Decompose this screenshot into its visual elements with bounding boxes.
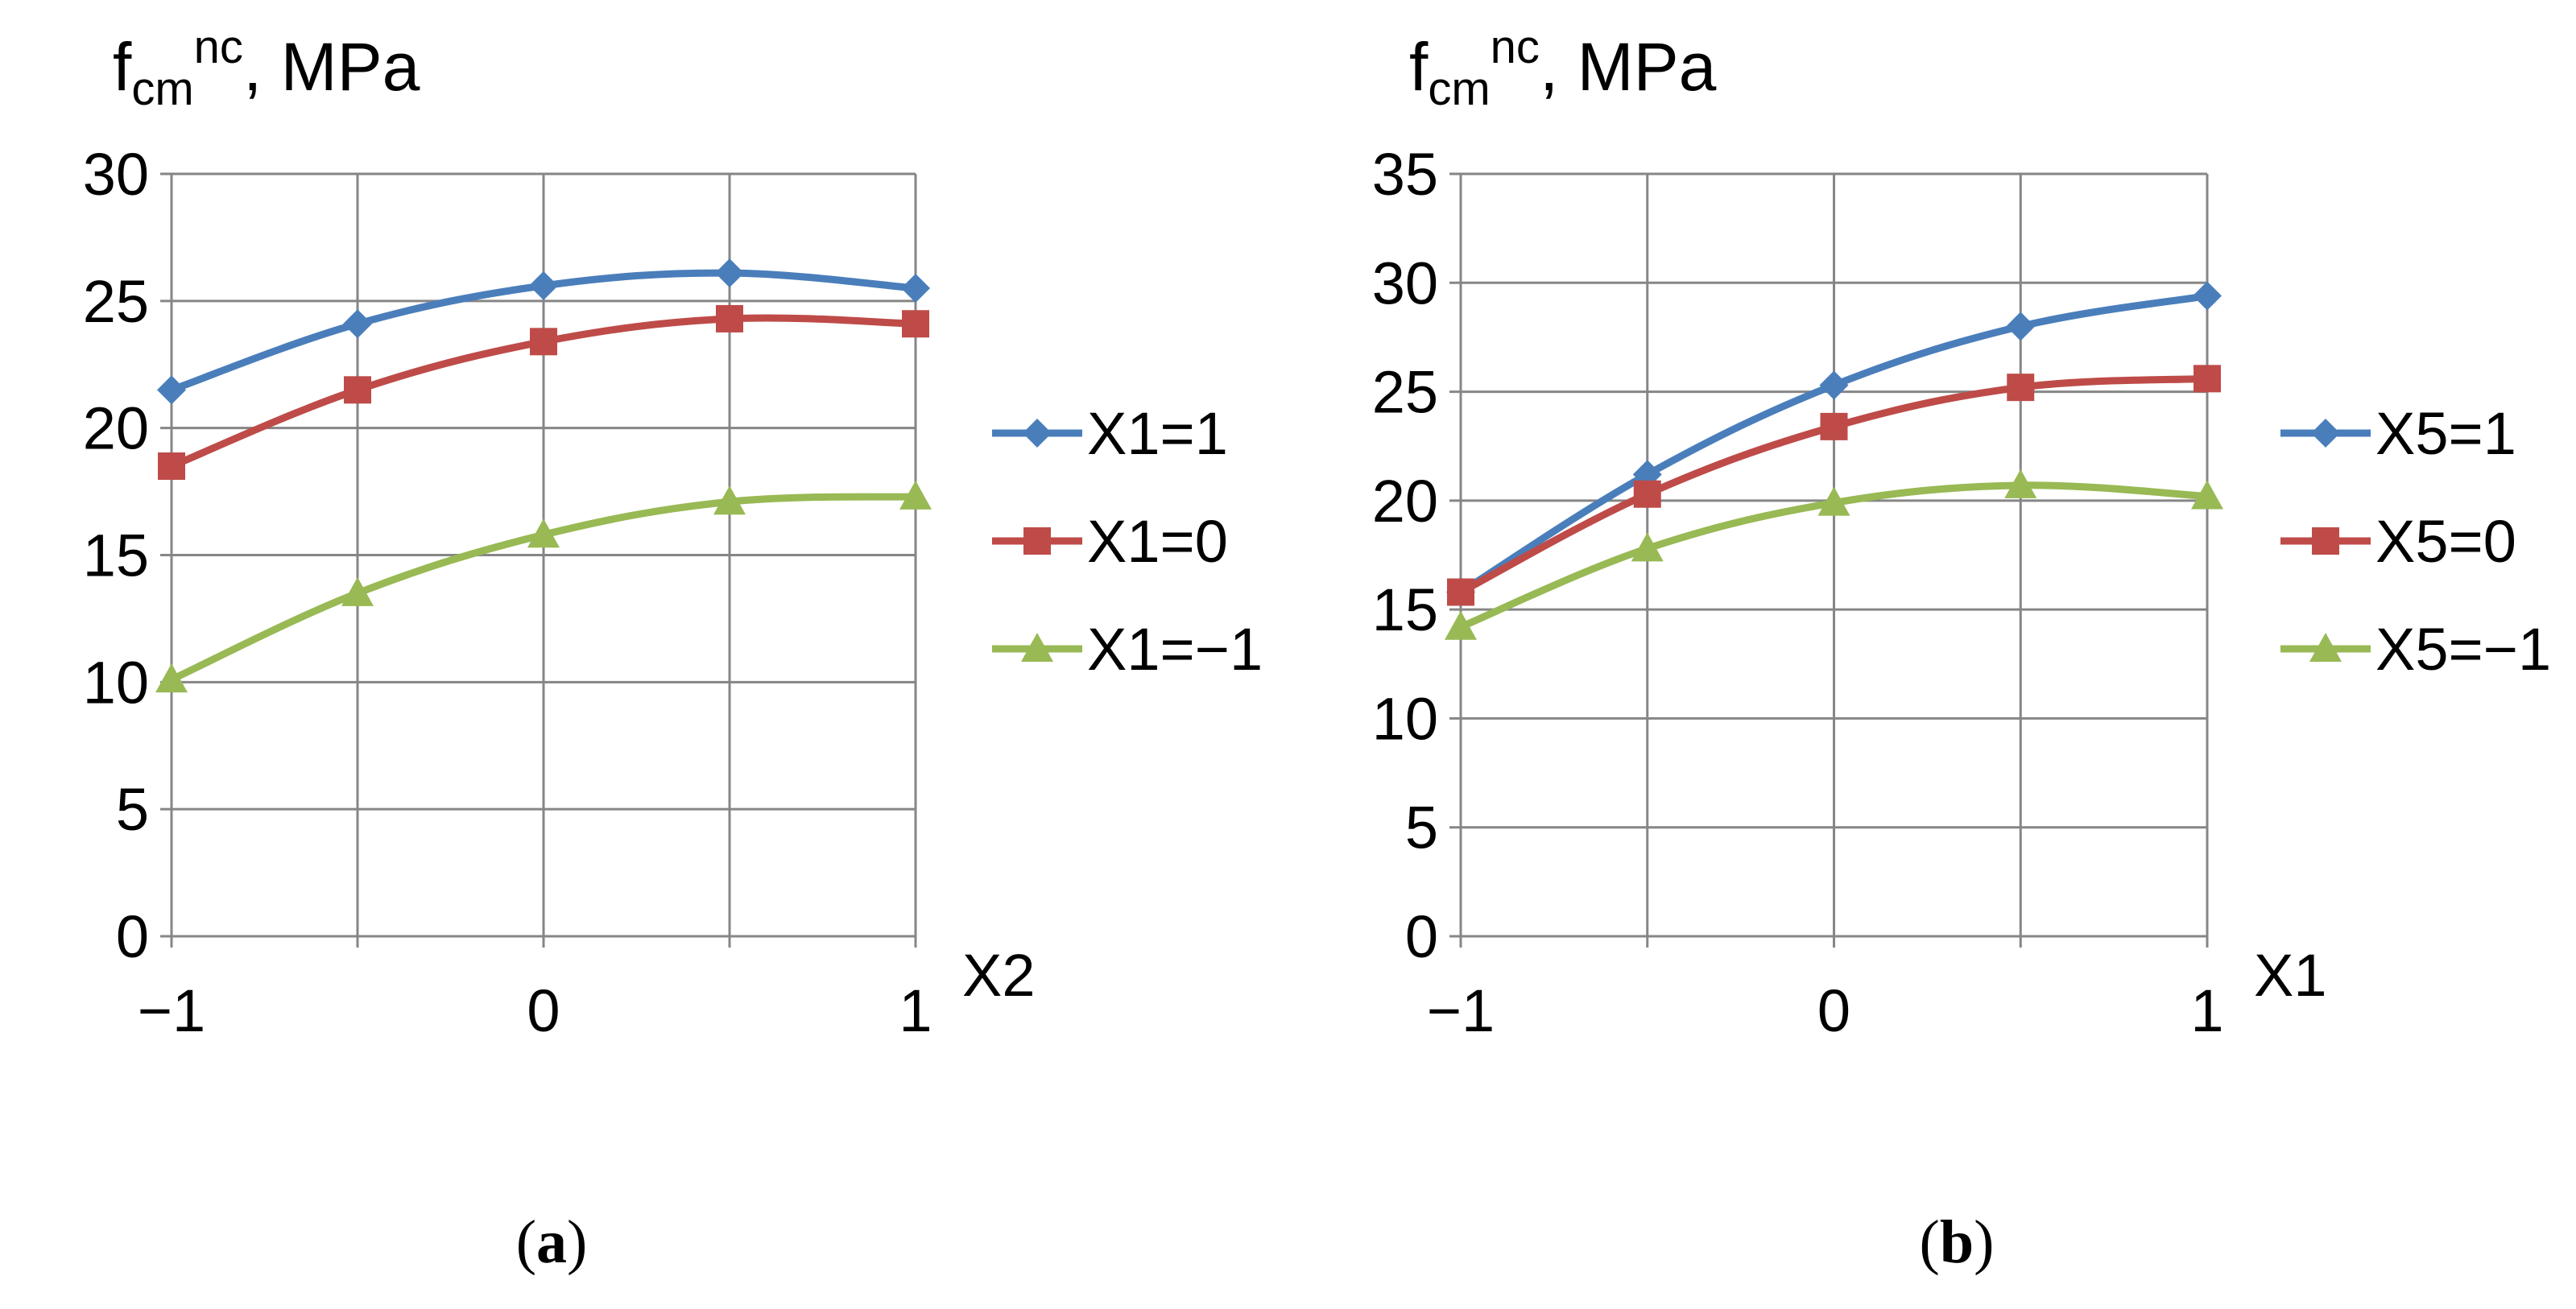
data-point	[2193, 281, 2222, 311]
y-tick-label: 15	[83, 522, 149, 589]
data-point	[715, 258, 744, 288]
y-tick-label: 25	[83, 268, 149, 335]
x-tick-label: −1	[138, 977, 205, 1044]
legend-label: X1=0	[1087, 508, 1228, 575]
y-tick-label: 0	[1405, 903, 1438, 970]
data-point	[1447, 578, 1474, 606]
x-axis-title: X1	[2254, 942, 2327, 1009]
data-point	[2194, 365, 2221, 393]
data-point	[899, 480, 932, 510]
data-point	[2004, 469, 2037, 498]
data-point	[157, 375, 186, 405]
y-tick-label: 0	[116, 903, 149, 970]
data-point	[530, 328, 557, 356]
legend-marker	[1021, 633, 1053, 662]
chart-b: 0 5 10 15 20 25 30 35 −1 0 1 X1 X5=1 X5=0 X5=−1	[1372, 141, 2551, 1044]
chart-a: 0 5 10 15 20 25 30 −1 0 1 X2 X1=1 X1=0 X1=−1	[83, 141, 1263, 1044]
data-point	[1819, 370, 1849, 400]
y-axis-label: fcmnc, MPa	[1409, 21, 1717, 115]
y-tick-label: 10	[83, 649, 149, 716]
y-axis-label: fcmnc, MPa	[113, 21, 420, 115]
data-point	[1633, 480, 1661, 508]
y-tick-label: 25	[1372, 359, 1438, 426]
data-point	[1445, 610, 1477, 640]
data-point	[527, 518, 560, 548]
data-point	[2007, 374, 2035, 402]
legend-label: X5=−1	[2375, 616, 2551, 683]
y-tick-label: 20	[83, 395, 149, 462]
legend-marker	[2312, 527, 2339, 555]
y-tick-label: 15	[1372, 576, 1438, 643]
data-point	[158, 452, 185, 481]
panel-caption: (a)	[515, 1208, 588, 1276]
y-tick-label: 5	[1405, 795, 1438, 861]
x-tick-label: −1	[1427, 977, 1495, 1044]
data-point	[902, 310, 929, 338]
y-tick-label: 30	[83, 141, 149, 208]
legend-label: X5=1	[2375, 400, 2516, 467]
y-tick-label: 20	[1372, 468, 1438, 535]
x-axis-title: X2	[962, 942, 1036, 1009]
legend-marker	[1023, 419, 1052, 448]
data-point	[2006, 312, 2036, 341]
data-point	[2191, 480, 2223, 510]
data-point	[713, 485, 746, 515]
data-point	[716, 304, 743, 332]
data-point	[901, 274, 930, 304]
y-tick-label: 30	[1372, 250, 1438, 316]
y-tick-label: 10	[1372, 685, 1438, 752]
panel-a: fcmnc, MPa 0 5 10 15 20 25 30 −1 0 1 X2 X1=1 X1=0 X1=…	[83, 21, 1263, 1277]
data-point	[341, 576, 374, 606]
y-tick-label: 35	[1372, 141, 1438, 208]
panel-caption: (b)	[1919, 1208, 1995, 1276]
legend-marker	[1023, 527, 1051, 555]
x-tick-label: 1	[2190, 977, 2223, 1044]
data-point	[1631, 532, 1664, 562]
data-point	[1817, 486, 1850, 516]
panel-b: fcmnc, MPa 0 5 10 15 20 25 30 35 −1 0 1 X1 X5=1 X5=0 X…	[1288, 0, 2576, 1309]
legend-marker	[2309, 633, 2342, 662]
legend-marker	[2311, 419, 2340, 448]
x-tick-label: 0	[1817, 977, 1850, 1044]
data-point	[343, 309, 372, 339]
legend-label: X5=0	[2375, 508, 2516, 575]
x-tick-label: 1	[899, 977, 932, 1044]
data-point	[155, 663, 188, 693]
data-point	[529, 270, 558, 300]
legend-label: X1=1	[1087, 400, 1228, 467]
data-point	[1820, 412, 1848, 440]
legend-label: X1=−1	[1087, 616, 1263, 683]
x-tick-label: 0	[527, 977, 560, 1044]
data-point	[344, 376, 371, 404]
y-tick-label: 5	[116, 776, 149, 843]
